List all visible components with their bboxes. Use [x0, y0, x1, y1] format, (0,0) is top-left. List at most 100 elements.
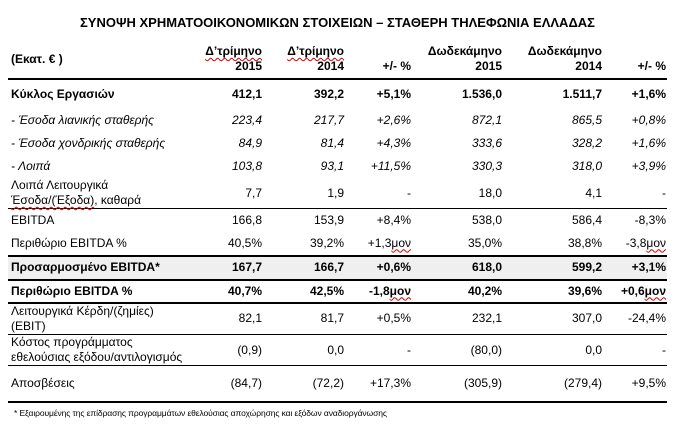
- value-cell: -: [662, 342, 666, 357]
- value-cell: -8,3%: [634, 212, 666, 227]
- table-row: EBITDA 166,8 153,9 +8,4% 538,0 586,4 -8,3%: [8, 209, 667, 232]
- value-cell: +0,5%: [376, 311, 411, 326]
- column-header-year: +/- %: [637, 59, 666, 73]
- table-row: - Έσοδα λιανικής σταθερής 223,4 217,7 +2,6%…: [8, 109, 667, 132]
- value-cell: 1.536,0: [461, 87, 502, 101]
- value-cell: 599,2: [571, 260, 602, 274]
- column-header: Δωδεκάμηνο 2014: [503, 39, 603, 79]
- value-cell: 4,1: [585, 185, 602, 200]
- value-cell: 538,0: [471, 212, 502, 227]
- column-header: +/- %: [603, 39, 667, 79]
- value-cell: +1,6%: [631, 136, 666, 150]
- value-cell: 84,9: [238, 136, 262, 150]
- value-cell: (279,4): [563, 375, 602, 390]
- row-label: Αποσβέσεις: [8, 366, 193, 402]
- value-cell: 166,7: [313, 260, 344, 274]
- value-cell: 40,2%: [467, 283, 502, 298]
- column-header-period: Δωδεκάμηνο: [527, 44, 602, 58]
- value-cell: (305,9): [463, 375, 502, 390]
- column-header: Δ’τρίμηνο 2014: [263, 39, 345, 79]
- value-cell: +17,3%: [369, 375, 411, 390]
- row-label: Περιθώριο EBITDA %: [8, 232, 193, 256]
- row-label-line: εθελούσιας εξόδου/αντιλογισμός: [11, 350, 183, 364]
- value-cell: (80,0): [470, 342, 502, 357]
- value-cell: 392,2: [313, 87, 344, 101]
- spellcheck-underline: μον: [644, 283, 666, 298]
- table-row: Περιθώριο EBITDA % 40,5% 39,2% +1,3μον 35,0%…: [8, 232, 667, 256]
- value-cell: 7,7: [245, 185, 262, 200]
- table-row: - Έσοδα χονδρικής σταθερής 84,9 81,4 +4,3% 3…: [8, 132, 667, 155]
- value-cell: 865,5: [571, 113, 602, 127]
- header-unit-label: (Εκατ. € ): [11, 51, 63, 66]
- table-row: Προσαρμοσμένο EBITDA* 167,7 166,7 +0,6% 618,…: [8, 255, 667, 280]
- table-row: Κόστος προγράμματος εθελούσιας εξόδου/αντ…: [8, 335, 667, 366]
- value-cell: +1,3μον: [367, 235, 411, 250]
- row-label-line: Κόστος προγράμματος: [11, 335, 133, 349]
- row-label-line: Περιθώριο EBITDA %: [11, 235, 127, 250]
- value-cell: 232,1: [471, 311, 502, 326]
- value-cell: +0,6μον: [620, 283, 666, 298]
- column-header-year: 2014: [317, 59, 344, 73]
- row-label-line: EBITDA: [11, 212, 55, 227]
- column-header-year: +/- %: [382, 59, 411, 73]
- row-label-line: Λοιπά Λειτουργικά: [11, 178, 109, 192]
- value-cell: 166,8: [231, 212, 262, 227]
- column-header-period: Δωδεκάμηνο: [427, 44, 502, 58]
- value-cell: +4,3%: [376, 136, 411, 150]
- value-cell: -: [407, 342, 411, 357]
- value-cell: +3,1%: [631, 260, 666, 274]
- value-cell: +0,8%: [631, 113, 666, 127]
- value-cell: +1,6%: [631, 87, 666, 101]
- value-cell: 167,7: [231, 260, 262, 274]
- row-label-line: Προσαρμοσμένο EBITDA*: [11, 260, 160, 274]
- value-cell: 40,5%: [227, 235, 262, 250]
- value-cell: +5,1%: [376, 87, 411, 101]
- value-cell: 1.511,7: [562, 87, 602, 101]
- value-cell: 153,9: [313, 212, 344, 227]
- value-cell: +9,5%: [631, 375, 666, 390]
- value-cell: +2,6%: [376, 113, 411, 127]
- row-label: Περιθώριο EBITDA %: [8, 280, 193, 303]
- row-label-line: - Έσοδα χονδρικής σταθερής: [11, 136, 166, 150]
- table-header: (Εκατ. € ) Δ’τρίμηνο 2015 Δ’τρίμηνο 2014 +/- …: [8, 39, 667, 79]
- table-body: Κύκλος Εργασιών 412,1 392,2 +5,1% 1.536,0 1.5…: [8, 79, 667, 402]
- row-label: Κύκλος Εργασιών: [8, 79, 193, 109]
- row-label: Κόστος προγράμματος εθελούσιας εξόδου/αντ…: [8, 335, 193, 366]
- value-cell: 328,2: [571, 136, 602, 150]
- table-row: Αποσβέσεις (84,7) (72,2) +17,3% (305,9) (279,…: [8, 366, 667, 402]
- row-label-line: - Λοιπά: [11, 159, 51, 173]
- value-cell: +11,5%: [370, 159, 411, 173]
- footnote: * Εξαιρουμένης της επίδρασης προγραμμάτω…: [14, 407, 387, 418]
- row-label-line: Περιθώριο EBITDA %: [11, 283, 133, 298]
- value-cell: -: [407, 185, 411, 200]
- column-header-period: Δ’τρίμηνο: [205, 44, 262, 58]
- value-cell: 35,0%: [467, 235, 502, 250]
- value-cell: 82,1: [238, 311, 262, 326]
- row-label: - Έσοδα λιανικής σταθερής: [8, 109, 193, 132]
- value-cell: +8,4%: [376, 212, 411, 227]
- value-cell: 81,4: [320, 136, 344, 150]
- value-cell: +0,6%: [376, 260, 411, 274]
- value-cell: 42,5%: [309, 283, 344, 298]
- row-label-line: (EBIT): [11, 318, 46, 333]
- value-cell: 223,4: [231, 113, 262, 127]
- row-label: - Λοιπά: [8, 155, 193, 178]
- value-cell: 18,0: [478, 185, 502, 200]
- row-label: Λοιπά Λειτουργικά Έσοδα/(Έξοδα), καθαρά: [8, 178, 193, 209]
- header-row: (Εκατ. € ) Δ’τρίμηνο 2015 Δ’τρίμηνο 2014 +/- …: [8, 39, 667, 79]
- value-cell: (0,9): [237, 342, 262, 357]
- column-header-year: 2015: [235, 59, 262, 73]
- value-cell: 0,0: [327, 342, 344, 357]
- value-cell: 1,9: [327, 185, 344, 200]
- table-row: Περιθώριο EBITDA % 40,7% 42,5% -1,8μον 40,2%…: [8, 280, 667, 303]
- row-label: Προσαρμοσμένο EBITDA*: [8, 256, 193, 280]
- value-cell: 412,1: [231, 87, 262, 101]
- value-cell: 38,8%: [567, 235, 602, 250]
- column-header-year: 2015: [475, 59, 502, 73]
- column-header-period: Δ’τρίμηνο: [287, 44, 344, 58]
- value-cell: 39,6%: [567, 283, 602, 298]
- row-label-line: Κύκλος Εργασιών: [11, 87, 115, 101]
- value-cell: +3,9%: [631, 159, 666, 173]
- value-cell: 0,0: [585, 342, 602, 357]
- column-header: Δωδεκάμηνο 2015: [412, 39, 503, 79]
